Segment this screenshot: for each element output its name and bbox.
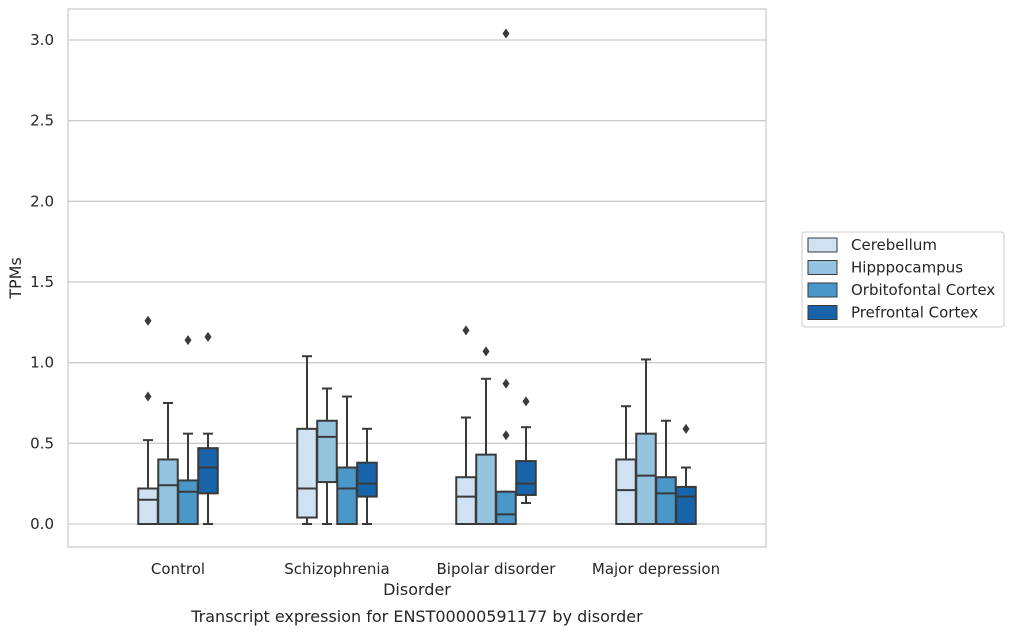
y-tick-label: 1.5: [30, 273, 54, 291]
box-body: [177, 479, 199, 526]
legend-swatch: [807, 260, 838, 275]
box-body: [336, 466, 358, 525]
box-body: [655, 476, 677, 526]
legend-swatch: [807, 237, 838, 253]
outlier-marker: [462, 325, 470, 336]
box-plot-series: [137, 28, 697, 526]
box-body: [615, 458, 637, 526]
legend-swatch: [807, 305, 838, 320]
box: [475, 346, 497, 526]
box: [137, 315, 159, 525]
series-hipppocampus: [157, 346, 657, 526]
outlier-marker: [522, 396, 530, 407]
y-tick-label: 1.0: [30, 354, 54, 372]
box-body: [455, 476, 477, 526]
y-axis-ticks: 0.0 0.5 1.0 1.5 2.0 2.5 3.0: [30, 31, 54, 533]
outlier-marker: [482, 346, 490, 357]
outlier-marker: [502, 28, 510, 39]
legend-label: Hipppocampus: [851, 259, 963, 277]
x-tick-label: Schizophrenia: [284, 560, 389, 578]
box-body: [197, 447, 219, 495]
box: [197, 331, 219, 525]
outlier-marker: [184, 335, 192, 346]
series-orbitofontal-cortex: [177, 28, 677, 526]
box-body: [296, 427, 318, 519]
x-axis-ticks: Control Schizophrenia Bipolar disorder Majo…: [151, 560, 720, 578]
box: [495, 28, 517, 526]
box: [316, 387, 338, 525]
series-cerebellum: [137, 315, 637, 526]
box-body: [475, 453, 497, 526]
figure-caption: Transcript expression for ENST0000059117…: [190, 607, 643, 626]
box: [336, 395, 358, 525]
y-tick-label: 0.5: [30, 434, 54, 452]
box-body: [316, 419, 338, 484]
box-body: [515, 460, 537, 496]
box-body: [675, 485, 697, 526]
box: [655, 419, 677, 526]
x-tick-label: Bipolar disorder: [437, 560, 557, 578]
outlier-marker: [144, 315, 152, 326]
y-tick-label: 0.0: [30, 515, 54, 533]
legend-label: Orbitofontal Cortex: [851, 281, 995, 299]
legend: Cerebellum Hipppocampus Orbitofontal Corte…: [801, 231, 1005, 328]
plot-frame: [67, 8, 767, 548]
box-body: [157, 458, 179, 526]
outlier-marker: [682, 423, 690, 434]
legend-frame: [801, 231, 1005, 328]
box-body: [137, 487, 159, 525]
box-body: [356, 461, 378, 498]
box-body: [635, 432, 657, 525]
y-axis-label: TPMs: [6, 257, 25, 300]
box: [675, 423, 697, 526]
x-axis-label: Disorder: [383, 580, 451, 599]
legend-label: Prefrontal Cortex: [851, 304, 978, 322]
box: [296, 355, 318, 525]
box: [356, 427, 378, 525]
outlier-marker: [144, 391, 152, 402]
box-body: [495, 490, 517, 526]
series-prefrontal-cortex: [197, 331, 697, 526]
y-tick-label: 2.5: [30, 112, 54, 130]
y-tick-label: 2.0: [30, 192, 54, 210]
outlier-marker: [502, 378, 510, 389]
outlier-marker: [502, 430, 510, 441]
x-tick-label: Major depression: [592, 560, 720, 578]
box: [515, 396, 537, 505]
box: [635, 358, 657, 525]
box: [455, 325, 477, 526]
box: [177, 335, 199, 526]
legend-label: Cerebellum: [851, 236, 937, 254]
box: [615, 405, 637, 526]
outlier-marker: [204, 331, 212, 342]
legend-items: Cerebellum Hipppocampus Orbitofontal Corte…: [807, 236, 995, 322]
x-tick-label: Control: [151, 560, 205, 578]
grid-lines: [68, 39, 766, 525]
y-tick-label: 3.0: [30, 31, 54, 49]
legend-swatch: [807, 282, 838, 298]
box: [157, 402, 179, 526]
